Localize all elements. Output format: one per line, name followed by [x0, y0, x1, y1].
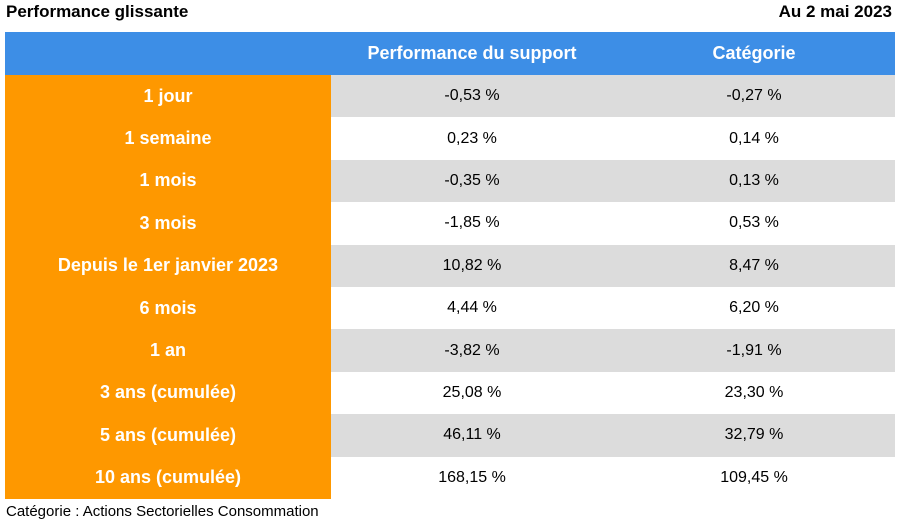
table-row: 1 mois -0,35 % 0,13 %	[5, 159, 895, 203]
category-performance-cell: 8,47 %	[613, 244, 895, 287]
table-row: Depuis le 1er janvier 2023 10,82 % 8,47 %	[5, 244, 895, 287]
column-header-category: Catégorie	[613, 32, 895, 75]
category-performance-cell: -0,27 %	[613, 75, 895, 118]
category-performance-cell: 0,14 %	[613, 117, 895, 160]
support-performance-cell: 25,08 %	[331, 371, 613, 415]
category-footnote: Catégorie : Actions Sectorielles Consomm…	[6, 503, 319, 520]
category-performance-cell: 32,79 %	[613, 414, 895, 457]
table-title: Performance glissante	[6, 2, 189, 21]
row-period-label: 1 an	[5, 329, 331, 372]
row-period-label: 1 jour	[5, 75, 331, 118]
table-row: 10 ans (cumulée) 168,15 % 109,45 %	[5, 456, 895, 499]
row-period-label: 3 ans (cumulée)	[5, 371, 331, 415]
support-performance-cell: 168,15 %	[331, 456, 613, 499]
support-performance-cell: 10,82 %	[331, 244, 613, 287]
support-performance-cell: -1,85 %	[331, 202, 613, 245]
row-period-label: Depuis le 1er janvier 2023	[5, 244, 331, 287]
table-row: 1 an -3,82 % -1,91 %	[5, 329, 895, 372]
performance-table: Performance du support Catégorie 1 jour -…	[5, 32, 895, 499]
support-performance-cell: 46,11 %	[331, 414, 613, 457]
row-period-label: 10 ans (cumulée)	[5, 456, 331, 499]
row-period-label: 3 mois	[5, 202, 331, 245]
category-performance-cell: -1,91 %	[613, 329, 895, 372]
support-performance-cell: 4,44 %	[331, 286, 613, 330]
header-row: Performance du support Catégorie	[5, 32, 895, 75]
category-performance-cell: 6,20 %	[613, 286, 895, 330]
row-period-label: 1 mois	[5, 159, 331, 203]
table-body: 1 jour -0,53 % -0,27 % 1 semaine 0,23 % 0,14 …	[5, 75, 895, 499]
support-performance-cell: -0,35 %	[331, 159, 613, 203]
row-period-label: 5 ans (cumulée)	[5, 414, 331, 457]
column-header-period	[5, 32, 331, 75]
table-row: 1 jour -0,53 % -0,27 %	[5, 75, 895, 118]
category-performance-cell: 0,53 %	[613, 202, 895, 245]
category-performance-cell: 0,13 %	[613, 159, 895, 203]
category-performance-cell: 23,30 %	[613, 371, 895, 415]
table-row: 5 ans (cumulée) 46,11 % 32,79 %	[5, 414, 895, 457]
table-row: 3 ans (cumulée) 25,08 % 23,30 %	[5, 371, 895, 415]
column-header-support: Performance du support	[331, 32, 613, 75]
performance-table-container: Performance du support Catégorie 1 jour -…	[5, 32, 895, 499]
as-of-date: Au 2 mai 2023	[778, 2, 892, 21]
table-row: 3 mois -1,85 % 0,53 %	[5, 202, 895, 245]
table-row: 6 mois 4,44 % 6,20 %	[5, 286, 895, 330]
category-performance-cell: 109,45 %	[613, 456, 895, 499]
table-row: 1 semaine 0,23 % 0,14 %	[5, 117, 895, 160]
row-period-label: 1 semaine	[5, 117, 331, 160]
support-performance-cell: -3,82 %	[331, 329, 613, 372]
support-performance-cell: 0,23 %	[331, 117, 613, 160]
row-period-label: 6 mois	[5, 286, 331, 330]
support-performance-cell: -0,53 %	[331, 75, 613, 118]
